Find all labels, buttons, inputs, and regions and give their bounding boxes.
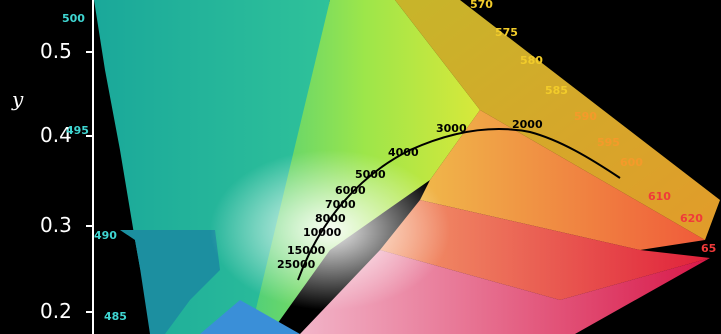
cyan-notch — [120, 230, 220, 334]
temperature-label: 25000 — [277, 258, 316, 271]
red-region — [380, 200, 710, 300]
temperature-label: 10000 — [303, 226, 342, 239]
wavelength-label: 585 — [545, 84, 568, 97]
wavelength-label: 490 — [94, 229, 117, 242]
white-point-glow — [210, 150, 450, 310]
temperature-label: 15000 — [287, 244, 326, 257]
temperature-label: 7000 — [325, 198, 356, 211]
temperature-label: 6000 — [335, 184, 366, 197]
y-axis-label: y — [11, 87, 24, 111]
y-tick-label: 0.4 — [40, 123, 72, 147]
wavelength-label: 610 — [648, 190, 671, 203]
temperature-label: 5000 — [355, 168, 386, 181]
gamut-regions — [94, 0, 720, 334]
wavelength-label: 570 — [470, 0, 493, 11]
orange-region — [420, 110, 705, 250]
y-axis-ticks: 0.5 0.4 0.3 0.2 — [40, 39, 93, 323]
wavelength-label: 500 — [62, 12, 85, 25]
y-tick-label: 0.2 — [40, 299, 72, 323]
wavelength-label: 595 — [597, 136, 620, 149]
wavelength-label: 620 — [680, 212, 703, 225]
y-tick-label: 0.5 — [40, 39, 72, 63]
wavelength-label: 485 — [104, 310, 127, 323]
yellow-region — [395, 0, 720, 240]
y-axis: y 0.5 0.4 0.3 0.2 — [11, 0, 94, 334]
wavelength-label: 580 — [520, 54, 543, 67]
temperature-label: 4000 — [388, 146, 419, 159]
planckian-locus-curve — [297, 127, 621, 281]
wavelength-label: 495 — [66, 124, 89, 137]
wavelength-label: 65 — [701, 242, 716, 255]
temperature-label: 2000 — [512, 118, 543, 131]
temperature-label: 8000 — [315, 212, 346, 225]
y-tick-label: 0.3 — [40, 213, 72, 237]
wavelength-label: 600 — [620, 156, 643, 169]
wavelength-label: 590 — [574, 110, 597, 123]
temperature-label: 3000 — [436, 122, 467, 135]
wavelength-label: 575 — [495, 26, 518, 39]
blue-lower-region — [200, 300, 300, 334]
